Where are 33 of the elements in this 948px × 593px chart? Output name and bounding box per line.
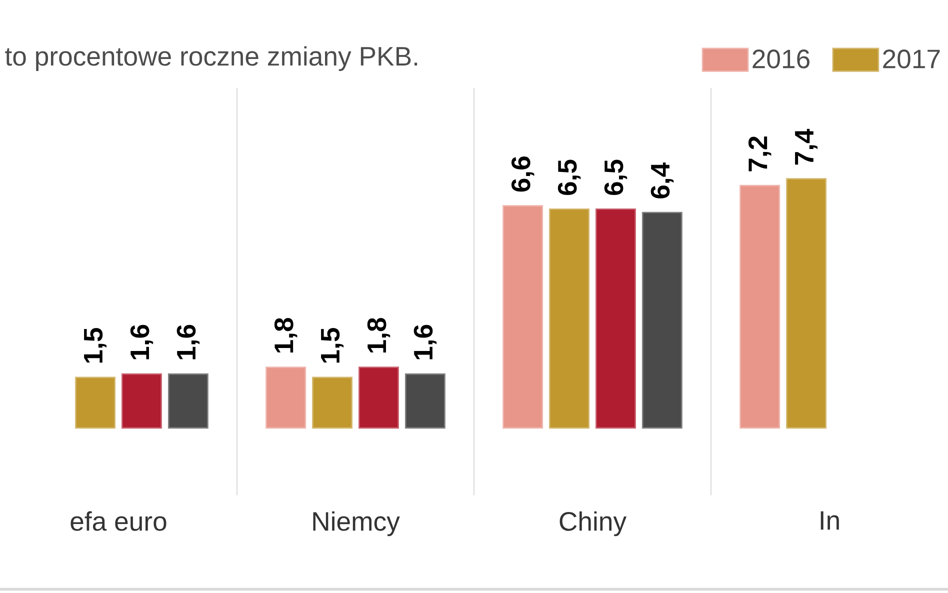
data-label: 6,5 bbox=[604, 160, 628, 195]
bar bbox=[740, 184, 780, 429]
bar bbox=[502, 205, 544, 429]
bar bbox=[122, 373, 162, 429]
data-label: 1,6 bbox=[414, 324, 437, 360]
data-label: 7,2 bbox=[748, 136, 772, 172]
data-label: 1,8 bbox=[367, 318, 390, 353]
bar bbox=[404, 373, 446, 429]
x-tick-label: Chiny bbox=[560, 511, 627, 536]
data-label: 7,4 bbox=[795, 128, 818, 165]
bar bbox=[358, 366, 399, 429]
data-label: 6,6 bbox=[511, 156, 534, 192]
bar bbox=[549, 208, 590, 429]
bar bbox=[596, 208, 636, 429]
bar bbox=[642, 212, 682, 429]
data-label: 1,5 bbox=[321, 328, 344, 363]
chart-title: to procentowe roczne zmiany PKB. bbox=[5, 46, 418, 72]
bar bbox=[786, 178, 826, 429]
data-label: 1,5 bbox=[84, 328, 107, 363]
bar bbox=[312, 376, 352, 429]
data-label: 1,6 bbox=[130, 324, 154, 360]
x-tick-label: In bbox=[820, 511, 839, 530]
data-label: 6,4 bbox=[650, 162, 674, 198]
data-label: 6,5 bbox=[558, 160, 581, 195]
data-label: 1,6 bbox=[176, 324, 200, 360]
x-tick-label: efa euro bbox=[70, 511, 166, 531]
legend-label: 2016 bbox=[752, 50, 810, 68]
bar bbox=[266, 366, 306, 429]
x-tick-label: Niemcy bbox=[313, 511, 400, 536]
bar bbox=[75, 376, 116, 429]
bar bbox=[168, 373, 208, 429]
legend-label: 2017 bbox=[883, 50, 940, 68]
data-label: 1,8 bbox=[274, 318, 298, 353]
